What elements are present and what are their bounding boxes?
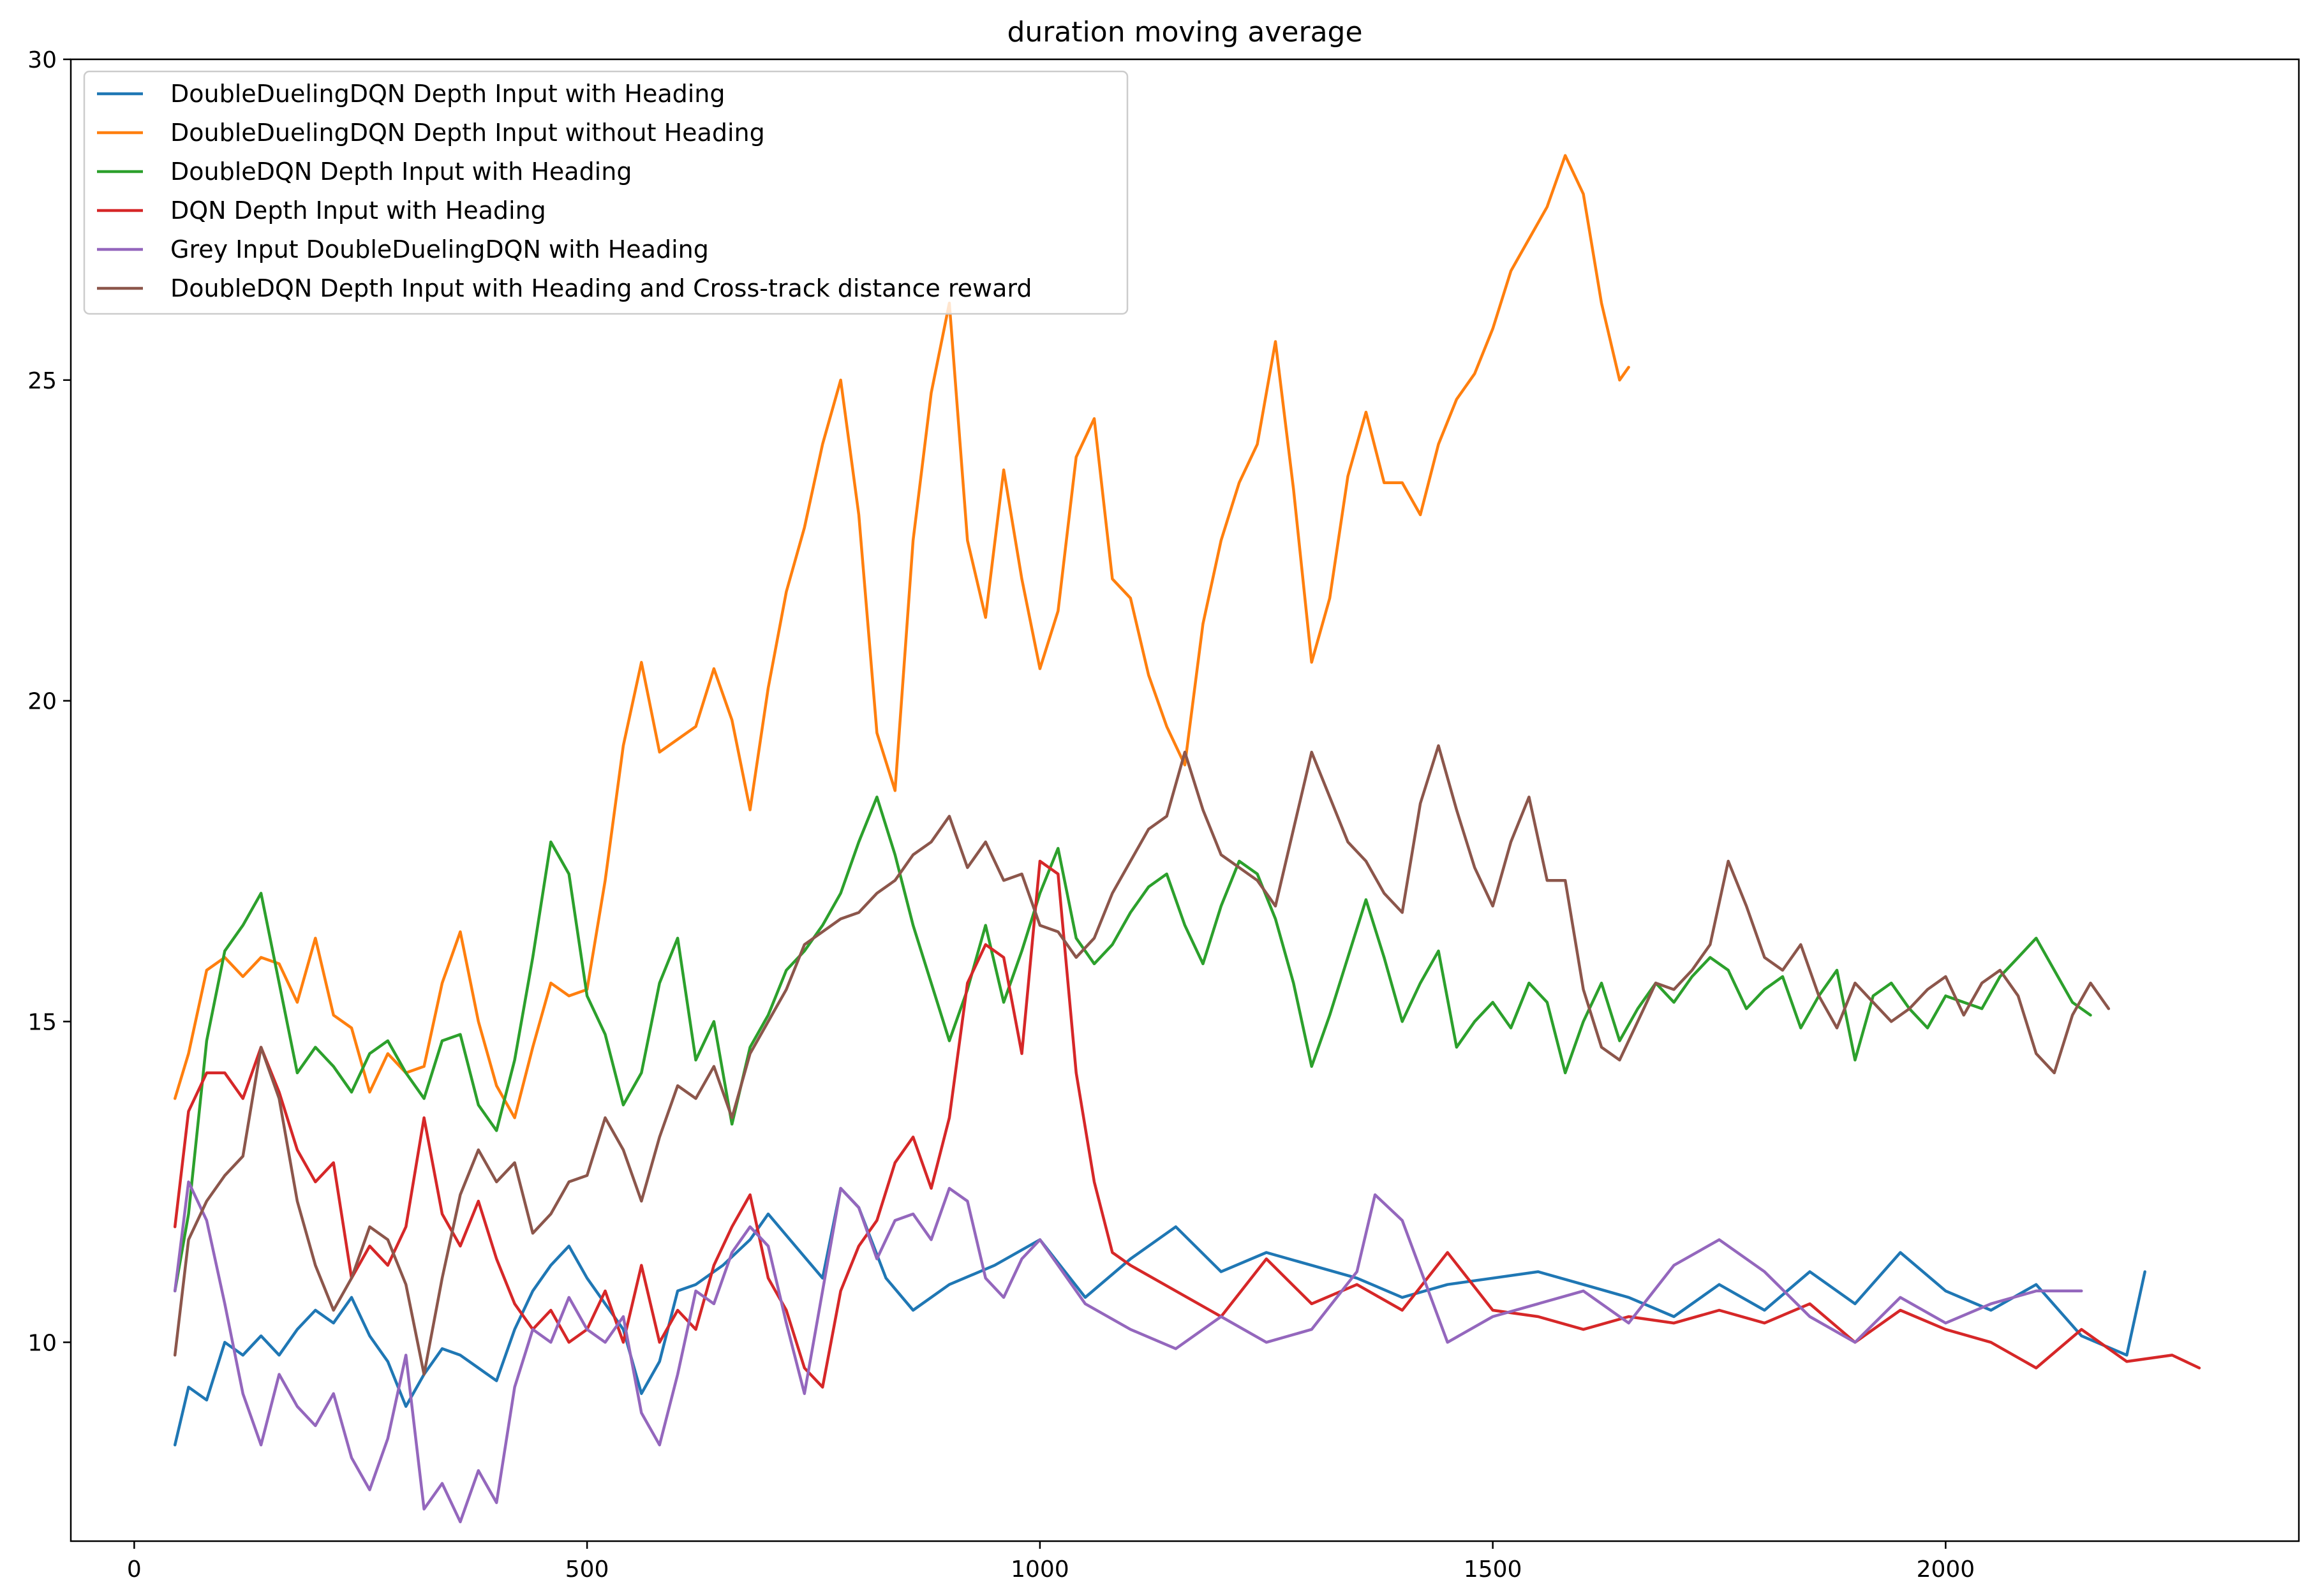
y-tick-label: 25 [27, 368, 57, 394]
x-tick-label: 0 [127, 1556, 142, 1583]
legend-label-4: DQN Depth Input with Heading [170, 196, 546, 225]
ticks-layer: 0 500 1000 1500 2000 10 15 20 25 30 [27, 47, 1975, 1583]
x-tick-label: 500 [565, 1556, 609, 1583]
series-line-5 [173, 1180, 2083, 1524]
x-tick-label: 1500 [1464, 1556, 1522, 1583]
series-line-6 [173, 744, 2111, 1376]
y-tick-label: 20 [27, 689, 57, 715]
legend-label-5: Grey Input DoubleDuelingDQN with Heading [170, 235, 709, 263]
series-line-3 [173, 795, 2092, 1293]
series-layer [173, 154, 2201, 1524]
legend-box [83, 70, 1129, 315]
y-tick-label: 30 [27, 47, 57, 73]
legend-label-2: DoubleDuelingDQN Depth Input without Hea… [170, 119, 765, 147]
legend-label-6: DoubleDQN Depth Input with Heading and C… [170, 274, 1032, 302]
chart-title: duration moving average [1007, 16, 1362, 48]
x-tick-label: 1000 [1011, 1556, 1069, 1583]
series-line-2 [173, 154, 1630, 1119]
series-line-1 [173, 1186, 2146, 1447]
legend-label-1: DoubleDuelingDQN Depth Input with Headin… [170, 80, 725, 108]
y-tick-label: 10 [27, 1330, 57, 1356]
x-tick-label: 2000 [1917, 1556, 1975, 1583]
legend: DoubleDuelingDQN Depth Input with Headin… [83, 70, 1129, 315]
legend-label-3: DoubleDQN Depth Input with Heading [170, 158, 632, 186]
y-tick-label: 15 [27, 1009, 57, 1035]
axes-frame [70, 58, 2300, 1542]
